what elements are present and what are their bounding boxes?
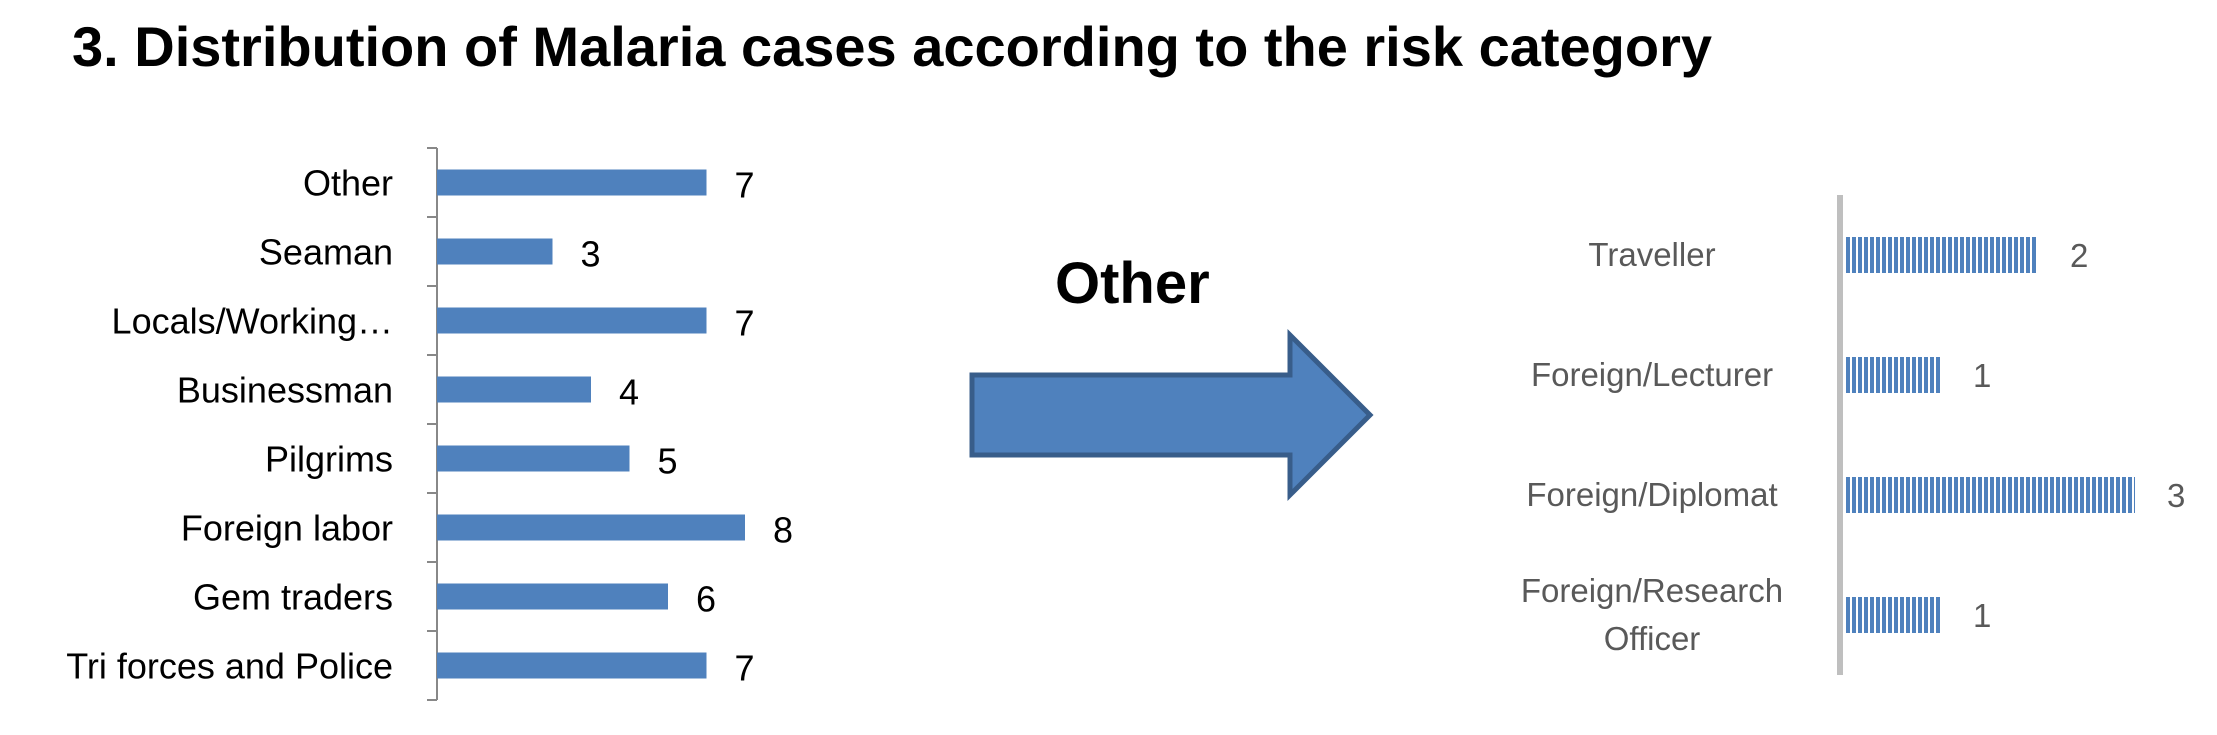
left-value-label: 6 <box>696 579 716 620</box>
left-bar <box>437 307 707 334</box>
arrow-label: Other <box>1055 251 1210 316</box>
right-bar-chart: Traveller 2 Foreign/Lecturer 1 Foreign/Diplo… <box>1480 185 2200 690</box>
right-category-label: Foreign/Lecturer <box>1531 356 1773 393</box>
left-bar <box>437 376 591 403</box>
left-value-label: 3 <box>581 234 601 275</box>
left-category-label: Seaman <box>259 232 393 273</box>
left-category-label: Tri forces and Police <box>66 646 393 687</box>
page-title: 3. Distribution of Malaria cases accordi… <box>72 15 1713 78</box>
left-value-label: 7 <box>735 648 755 689</box>
right-category-label: Foreign/Diplomat <box>1526 476 1777 513</box>
left-value-label: 7 <box>735 303 755 344</box>
right-chart-svg: Traveller 2 Foreign/Lecturer 1 Foreign/Diplo… <box>1521 195 2185 675</box>
right-value-label: 3 <box>2167 477 2185 514</box>
left-value-label: 4 <box>619 372 639 413</box>
right-value-label: 1 <box>1973 357 1991 394</box>
left-bar-chart: Other 7 Seaman 3 Locals/Working… 7 Businessman… <box>0 140 820 725</box>
left-value-label: 8 <box>773 510 793 551</box>
right-value-label: 1 <box>1973 597 1991 634</box>
left-category-label: Other <box>303 163 393 204</box>
left-bar <box>437 652 707 679</box>
right-bar <box>1844 357 1941 393</box>
left-category-label: Locals/Working… <box>112 301 393 342</box>
right-category-label: Traveller <box>1588 236 1715 273</box>
left-bar <box>437 583 668 610</box>
right-bar <box>1844 477 2135 513</box>
right-bar <box>1844 597 1941 633</box>
left-category-label: Businessman <box>177 370 393 411</box>
left-bar <box>437 445 630 472</box>
arrow-graphic <box>960 325 1380 510</box>
left-value-label: 7 <box>735 165 755 206</box>
left-bar <box>437 514 745 541</box>
left-bar <box>437 238 553 265</box>
right-value-label: 2 <box>2070 237 2088 274</box>
left-chart-svg: Other 7 Seaman 3 Locals/Working… 7 Businessman… <box>66 147 793 701</box>
right-bar <box>1844 237 2038 273</box>
right-category-label: Foreign/Research Officer <box>1521 572 1783 657</box>
right-arrow-icon <box>969 328 1374 502</box>
left-category-label: Foreign labor <box>181 508 393 549</box>
left-category-label: Pilgrims <box>265 439 393 480</box>
left-category-label: Gem traders <box>193 577 393 618</box>
left-value-label: 5 <box>658 441 678 482</box>
arrow-shape <box>969 328 1374 502</box>
left-bar <box>437 169 707 196</box>
